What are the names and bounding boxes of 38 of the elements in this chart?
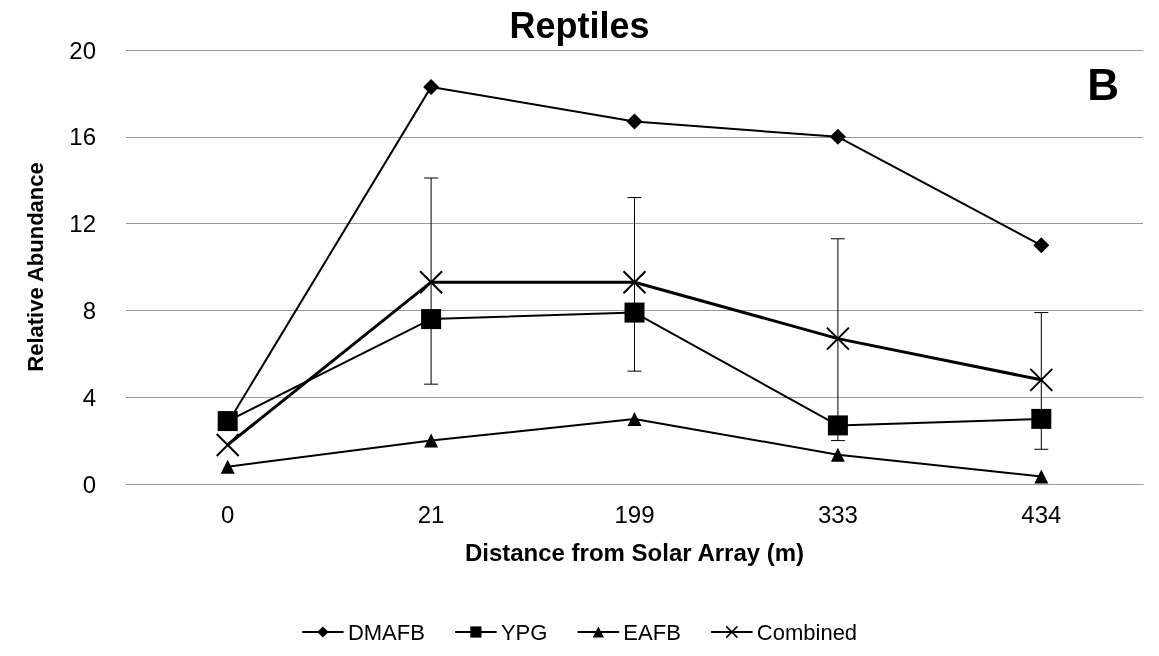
- point: [1033, 237, 1050, 254]
- legend-label: YPG: [500, 619, 548, 645]
- point: [217, 411, 238, 432]
- point: [829, 128, 846, 145]
- point: [423, 78, 440, 95]
- legend-label: DMAFB: [347, 619, 425, 645]
- y-tick-label: 4: [82, 383, 96, 411]
- y-tick-label: 8: [82, 296, 96, 324]
- x-tick-label: 0: [221, 500, 235, 528]
- point: [827, 415, 848, 436]
- point: [830, 447, 845, 462]
- point: [421, 309, 442, 330]
- x-tick-label: 199: [614, 500, 655, 528]
- y-tick-label: 16: [69, 123, 96, 151]
- y-axis-title: Relative Abundance: [22, 162, 48, 372]
- point: [624, 302, 645, 323]
- point: [1031, 408, 1052, 429]
- point: [627, 411, 642, 426]
- point: [1029, 367, 1054, 392]
- point: [825, 326, 850, 351]
- point: [419, 270, 444, 295]
- chart-title: Reptiles: [509, 4, 650, 46]
- point: [622, 270, 647, 295]
- x-tick-label: 21: [417, 500, 445, 528]
- legend-label: EAFB: [623, 619, 681, 645]
- point: [220, 459, 235, 474]
- x-axis-title: Distance from Solar Array (m): [464, 538, 805, 566]
- point: [626, 113, 643, 130]
- legend-label: Combined: [756, 619, 858, 645]
- point: [1034, 469, 1049, 484]
- x-tick-label: 333: [817, 500, 858, 528]
- point: [215, 432, 240, 457]
- y-tick-label: 0: [82, 470, 96, 498]
- annotation: B: [1087, 59, 1120, 109]
- point: [424, 433, 439, 448]
- y-tick-label: 12: [69, 210, 96, 238]
- y-tick-label: 20: [69, 36, 96, 64]
- x-tick-label: 434: [1021, 500, 1062, 528]
